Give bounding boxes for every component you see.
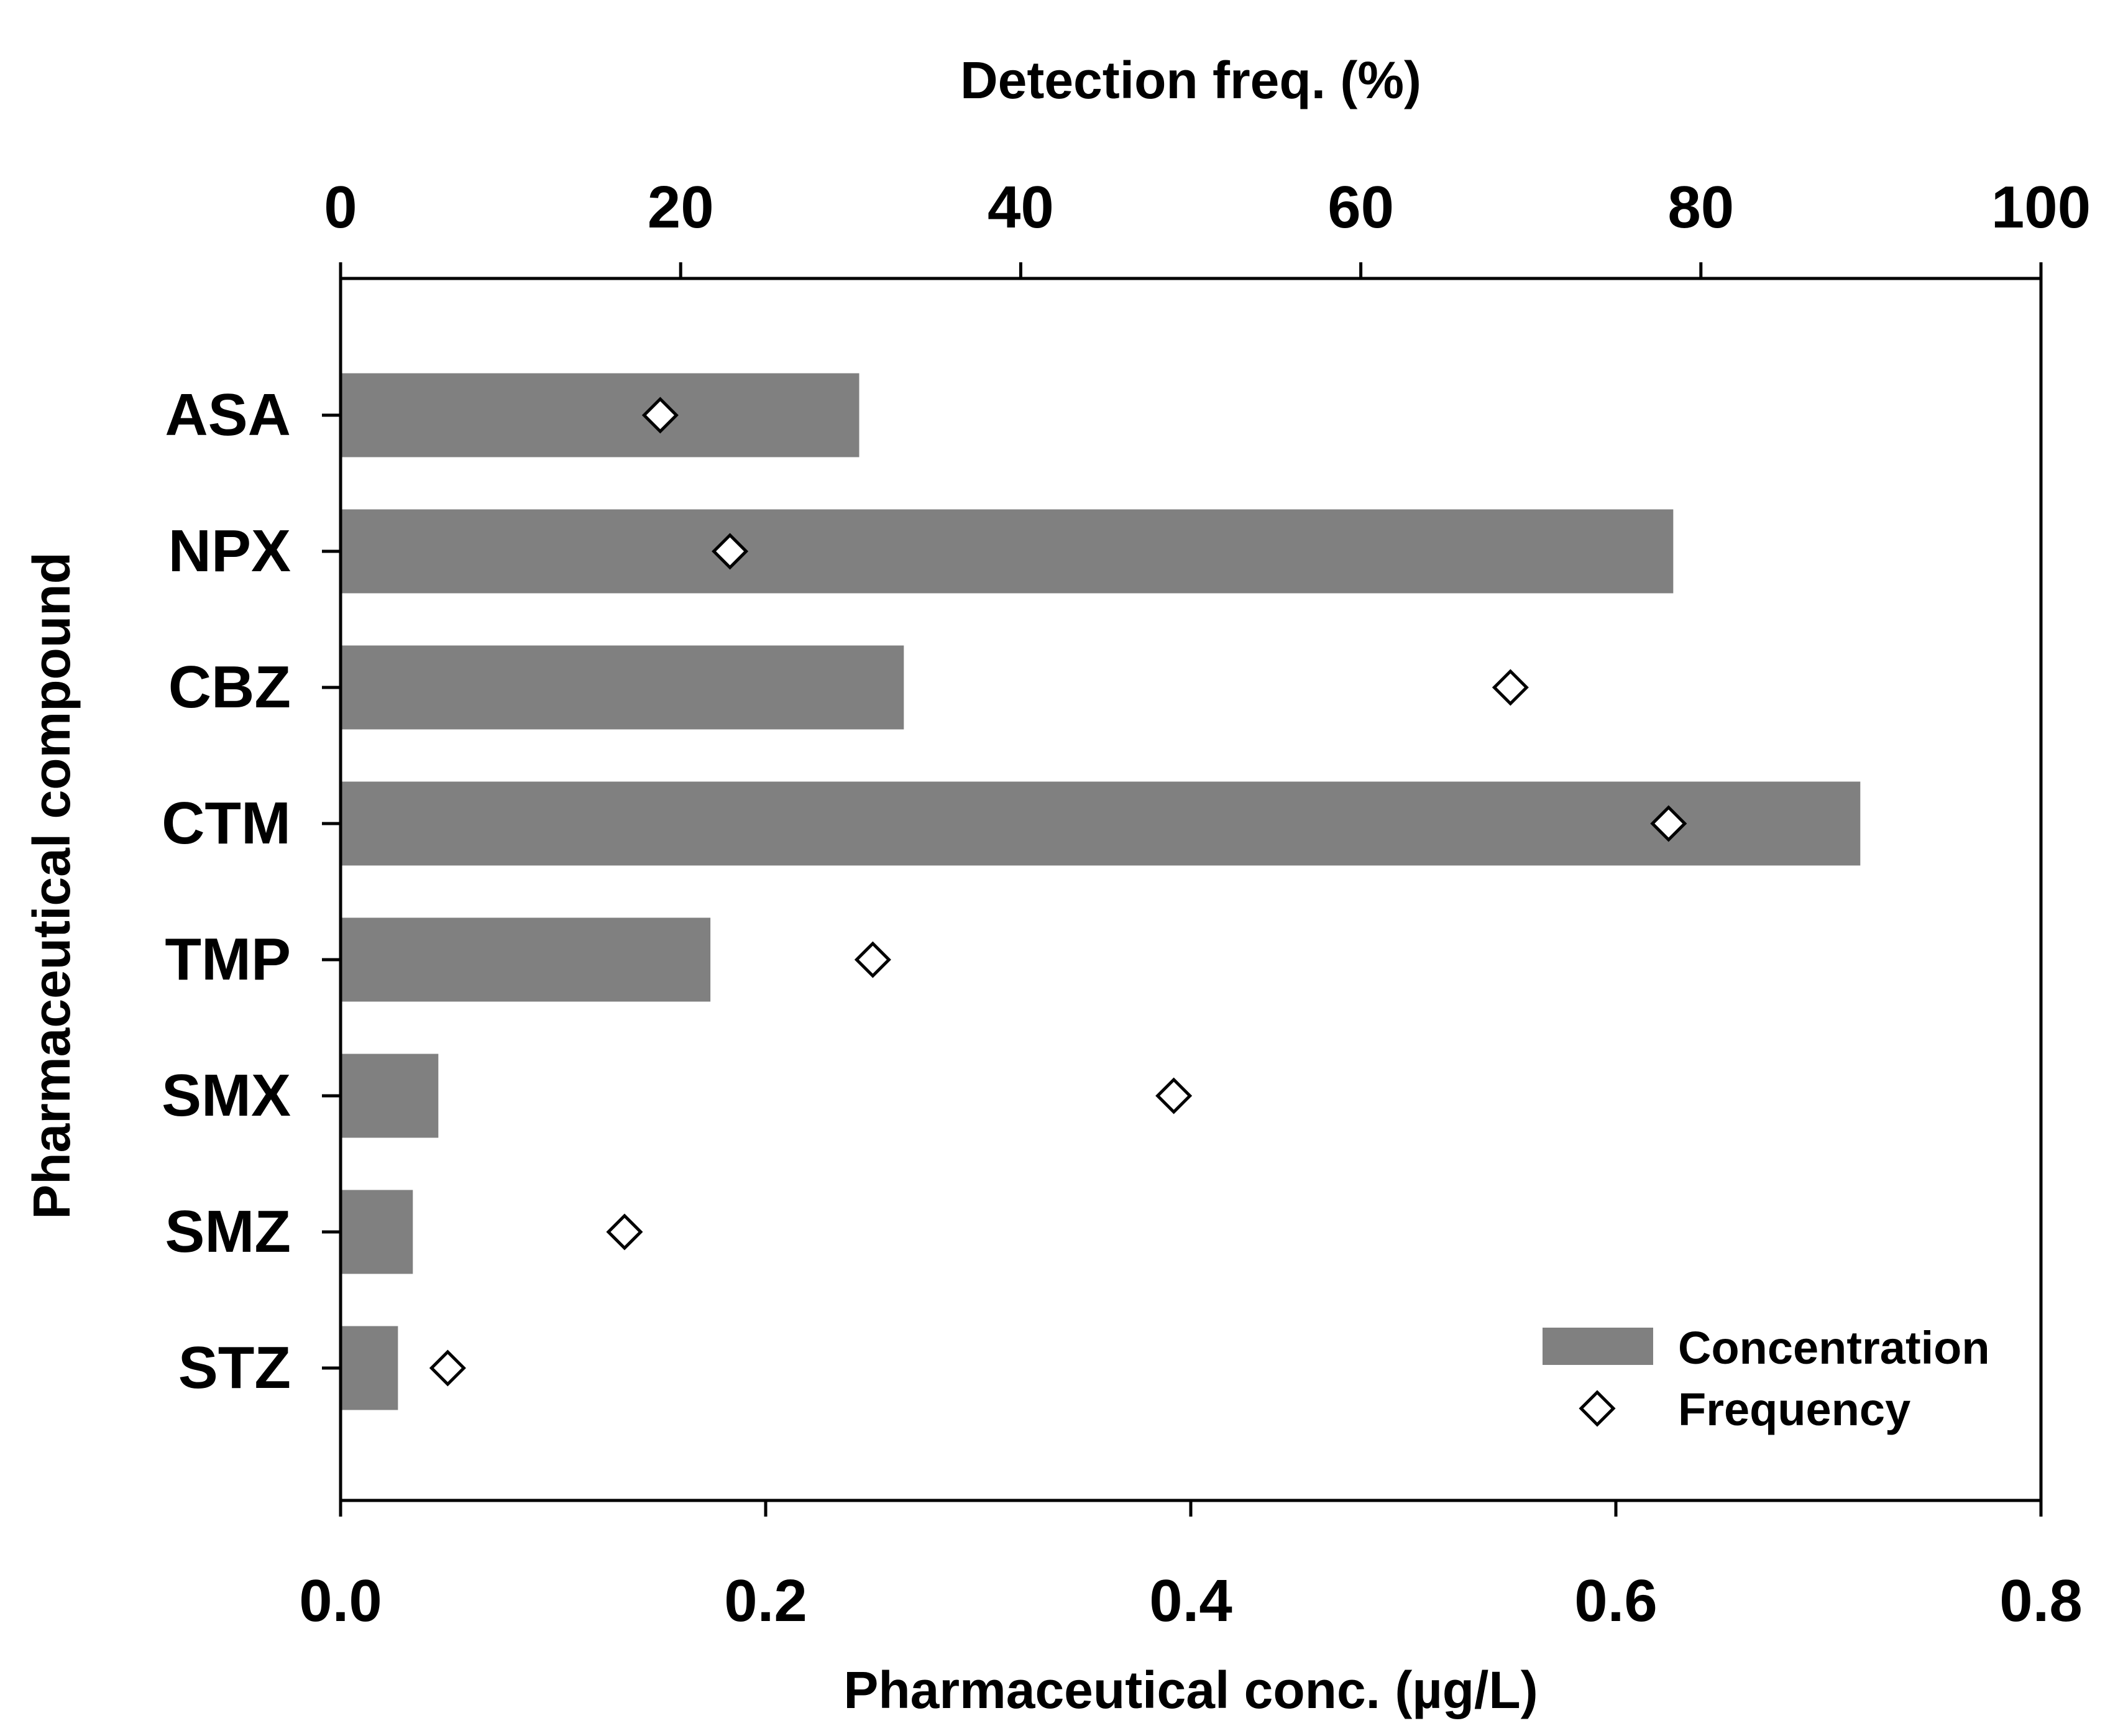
- marker-tmp: [854, 941, 891, 978]
- legend: Concentration Frequency: [1543, 1322, 1990, 1435]
- bottom-tick-label-4: 0.8: [1999, 1568, 2082, 1634]
- marker-ctm: [1650, 805, 1687, 842]
- y-tick-label-npx: NPX: [168, 518, 291, 584]
- bars-layer: [341, 373, 1861, 1410]
- bar-stz: [341, 1326, 398, 1410]
- marker-asa: [641, 397, 679, 434]
- bar-asa: [341, 373, 860, 457]
- bottom-tick-label-2: 0.4: [1149, 1568, 1232, 1634]
- top-tick-label-0: 0: [324, 174, 357, 241]
- bar-ctm: [341, 781, 1861, 866]
- bottom-tick-label-1: 0.2: [724, 1568, 807, 1634]
- top-axis-title: Detection freq. (%): [960, 51, 1421, 109]
- bottom-axis-title: Pharmaceutical conc. (µg/L): [843, 1661, 1538, 1719]
- ticks-layer: [322, 262, 2043, 1517]
- y-tick-label-cbz: CBZ: [168, 654, 291, 720]
- marker-cbz: [1492, 669, 1529, 706]
- top-tick-label-1: 20: [648, 174, 714, 241]
- y-tick-label-ctm: CTM: [162, 790, 291, 857]
- top-tick-label-3: 60: [1327, 174, 1394, 241]
- y-tick-label-smx: SMX: [162, 1062, 291, 1129]
- bar-smz: [341, 1190, 413, 1274]
- bar-tmp: [341, 917, 711, 1002]
- top-tick-label-4: 80: [1667, 174, 1734, 241]
- legend-concentration-swatch: [1543, 1328, 1653, 1365]
- ticklabels-layer: ASA NPX CBZ CTM TMP SMX SMZ STZ 0.0 0.2 0.4 0.6 0.8 0…: [162, 174, 2091, 1634]
- marker-smx: [1155, 1077, 1193, 1114]
- legend-frequency-swatch: [1579, 1390, 1616, 1427]
- legend-concentration-label: Concentration: [1678, 1322, 1990, 1374]
- y-axis-title: Pharmaceutical compound: [22, 552, 81, 1219]
- bar-smx: [341, 1054, 439, 1138]
- legend-frequency-label: Frequency: [1678, 1384, 1910, 1435]
- top-tick-label-2: 40: [988, 174, 1054, 241]
- y-tick-label-stz: STZ: [178, 1334, 291, 1401]
- marker-npx: [712, 533, 749, 570]
- top-tick-label-5: 100: [1991, 174, 2091, 241]
- y-tick-label-smz: SMZ: [165, 1198, 291, 1265]
- y-tick-label-asa: ASA: [165, 382, 291, 448]
- bottom-tick-label-3: 0.6: [1574, 1568, 1657, 1634]
- bar-cbz: [341, 645, 904, 730]
- bottom-tick-label-0: 0.0: [299, 1568, 382, 1634]
- marker-smz: [606, 1213, 643, 1251]
- y-tick-label-tmp: TMP: [165, 926, 291, 993]
- marker-stz: [429, 1349, 466, 1387]
- markers-layer: [429, 397, 1687, 1387]
- bar-npx: [341, 509, 1674, 594]
